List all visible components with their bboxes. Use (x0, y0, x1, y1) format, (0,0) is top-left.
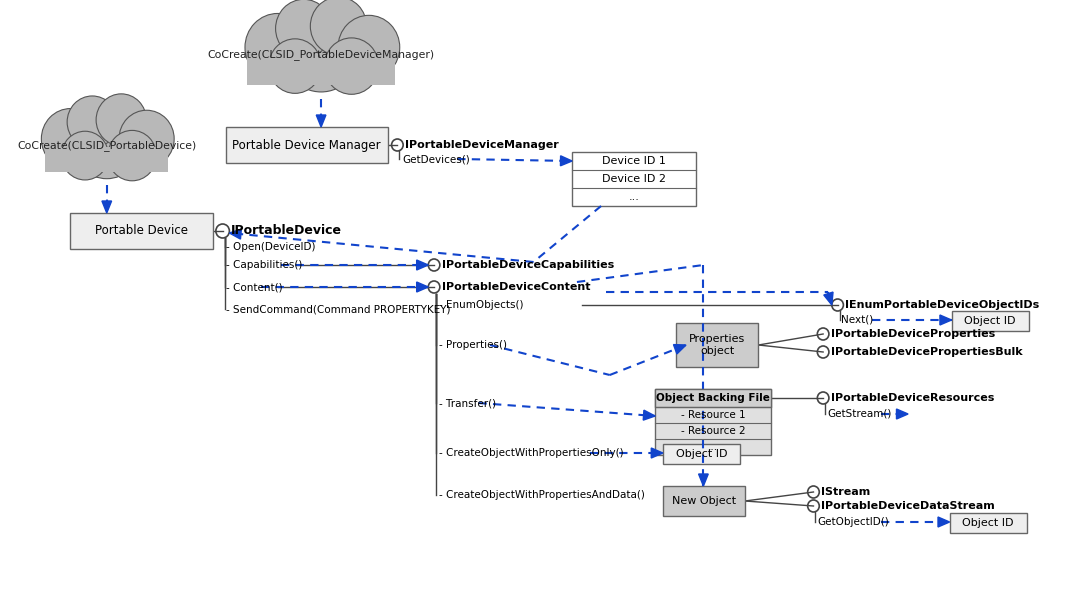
Polygon shape (938, 517, 950, 527)
Bar (572, 152, 695, 206)
Text: - CreateObjectWithPropertiesOnly(): - CreateObjectWithPropertiesOnly() (439, 448, 624, 458)
Bar (45, 147, 168, 172)
Circle shape (269, 39, 322, 93)
Text: IPortableDevice: IPortableDevice (232, 224, 342, 238)
Circle shape (67, 96, 117, 148)
Text: - Resource 2: - Resource 2 (681, 426, 745, 436)
Polygon shape (824, 292, 833, 305)
Text: Portable Device Manager: Portable Device Manager (232, 139, 381, 151)
Circle shape (96, 94, 146, 146)
Bar (247, 57, 395, 85)
Text: - Resource 1: - Resource 1 (681, 410, 745, 420)
Circle shape (245, 13, 311, 81)
Text: IPortableDeviceCapabilities: IPortableDeviceCapabilities (442, 260, 614, 270)
Circle shape (41, 108, 100, 169)
Bar (952, 311, 1029, 331)
Text: - Properties(): - Properties() (439, 340, 507, 350)
Text: Device ID 2: Device ID 2 (602, 174, 666, 184)
Polygon shape (940, 315, 952, 325)
Circle shape (119, 110, 174, 168)
Text: - CreateObjectWithPropertiesAndData(): - CreateObjectWithPropertiesAndData() (439, 490, 644, 500)
Text: Next(): Next() (841, 315, 874, 325)
Text: IPortableDeviceDataStream: IPortableDeviceDataStream (821, 501, 995, 511)
Polygon shape (417, 282, 428, 292)
Text: IPortableDeviceProperties: IPortableDeviceProperties (831, 329, 995, 339)
Text: Object ID: Object ID (676, 449, 727, 459)
Bar (663, 486, 745, 516)
Text: - Open(DeviceID): - Open(DeviceID) (226, 242, 316, 252)
Bar (950, 513, 1027, 533)
Text: IPortableDevicePropertiesBulk: IPortableDevicePropertiesBulk (831, 347, 1022, 357)
Text: Object Backing File: Object Backing File (656, 393, 770, 403)
Text: GetObjectID(): GetObjectID() (818, 517, 889, 527)
Bar (655, 389, 771, 407)
Text: IPortableDeviceManager: IPortableDeviceManager (405, 140, 559, 150)
Circle shape (108, 131, 156, 181)
Text: IEnumPortableDeviceObjectIDs: IEnumPortableDeviceObjectIDs (846, 300, 1040, 310)
Polygon shape (651, 448, 663, 458)
Polygon shape (643, 410, 655, 420)
Bar (677, 323, 758, 367)
Text: GetStream(): GetStream() (827, 409, 891, 419)
Text: - SendCommand(Command PROPERTYKEY): - SendCommand(Command PROPERTYKEY) (226, 304, 451, 314)
Text: - Transfer(): - Transfer() (439, 398, 496, 408)
Text: IStream: IStream (821, 487, 871, 497)
Text: Portable Device: Portable Device (95, 224, 188, 238)
Text: New Object: New Object (671, 496, 736, 506)
Text: GetDevices(): GetDevices() (402, 154, 470, 164)
Text: ...: ... (708, 442, 718, 452)
Bar (655, 389, 771, 455)
Polygon shape (674, 345, 686, 354)
Text: - Content(): - Content() (226, 282, 283, 292)
Circle shape (73, 107, 141, 178)
Text: Properties
object: Properties object (689, 334, 745, 356)
Polygon shape (417, 260, 428, 270)
Polygon shape (102, 201, 112, 213)
Circle shape (283, 12, 360, 92)
Text: IPortableDeviceContent: IPortableDeviceContent (442, 282, 590, 292)
Text: ...: ... (628, 192, 639, 202)
Bar (663, 444, 740, 464)
Text: IPortableDeviceResources: IPortableDeviceResources (831, 393, 994, 403)
Text: Object ID: Object ID (963, 518, 1014, 528)
Circle shape (62, 131, 108, 180)
Polygon shape (560, 156, 572, 166)
Bar (70, 213, 213, 249)
Circle shape (324, 38, 379, 94)
Circle shape (275, 0, 331, 57)
Polygon shape (316, 115, 326, 127)
Text: CoCreate(CLSID_PortableDevice): CoCreate(CLSID_PortableDevice) (17, 140, 196, 151)
Text: - Capabilities(): - Capabilities() (226, 260, 303, 270)
Polygon shape (230, 229, 242, 239)
Circle shape (338, 15, 400, 79)
Bar (225, 127, 388, 163)
Text: Device ID 1: Device ID 1 (602, 156, 666, 166)
Polygon shape (897, 409, 908, 419)
Text: Object ID: Object ID (964, 316, 1016, 326)
Text: CoCreate(CLSID_PortableDeviceManager): CoCreate(CLSID_PortableDeviceManager) (208, 50, 434, 60)
Circle shape (311, 0, 367, 55)
Polygon shape (699, 474, 708, 486)
Text: - EnumObjects(): - EnumObjects() (439, 300, 523, 310)
